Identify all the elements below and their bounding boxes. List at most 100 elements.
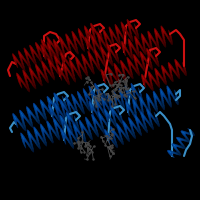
Ellipse shape — [173, 146, 178, 149]
Ellipse shape — [62, 108, 66, 117]
Ellipse shape — [74, 136, 79, 145]
Ellipse shape — [147, 60, 151, 68]
Ellipse shape — [162, 27, 166, 35]
Ellipse shape — [37, 66, 42, 74]
Ellipse shape — [94, 47, 97, 56]
Ellipse shape — [60, 99, 64, 108]
Ellipse shape — [54, 46, 58, 54]
Ellipse shape — [42, 46, 46, 55]
Ellipse shape — [136, 47, 140, 55]
Ellipse shape — [120, 102, 124, 110]
Ellipse shape — [66, 34, 69, 43]
Ellipse shape — [49, 107, 53, 115]
Ellipse shape — [60, 100, 64, 108]
Ellipse shape — [129, 128, 133, 136]
Ellipse shape — [99, 34, 103, 42]
Ellipse shape — [82, 65, 86, 74]
Ellipse shape — [94, 51, 98, 60]
Ellipse shape — [155, 68, 158, 75]
Ellipse shape — [131, 25, 135, 33]
Ellipse shape — [96, 105, 100, 113]
Ellipse shape — [66, 34, 70, 43]
Ellipse shape — [32, 53, 36, 61]
Ellipse shape — [63, 73, 67, 82]
Ellipse shape — [106, 122, 110, 131]
Ellipse shape — [141, 52, 145, 60]
Ellipse shape — [121, 64, 125, 72]
Ellipse shape — [86, 36, 90, 45]
Ellipse shape — [148, 96, 152, 104]
Ellipse shape — [85, 31, 89, 40]
Ellipse shape — [139, 90, 142, 99]
Ellipse shape — [57, 114, 61, 122]
Ellipse shape — [73, 134, 77, 143]
Ellipse shape — [21, 133, 25, 142]
Ellipse shape — [48, 134, 52, 142]
Ellipse shape — [115, 25, 119, 34]
Ellipse shape — [62, 112, 66, 121]
Ellipse shape — [130, 130, 134, 138]
Ellipse shape — [76, 60, 80, 69]
Ellipse shape — [131, 84, 134, 93]
Ellipse shape — [155, 58, 159, 66]
Ellipse shape — [25, 138, 29, 147]
Ellipse shape — [139, 95, 143, 103]
Ellipse shape — [64, 62, 68, 71]
Ellipse shape — [35, 51, 39, 59]
Ellipse shape — [27, 58, 31, 66]
Ellipse shape — [113, 135, 117, 143]
Ellipse shape — [29, 139, 33, 148]
Ellipse shape — [143, 75, 147, 83]
Ellipse shape — [80, 39, 84, 48]
Ellipse shape — [180, 66, 184, 73]
Ellipse shape — [65, 106, 69, 114]
Ellipse shape — [97, 86, 102, 95]
Ellipse shape — [89, 101, 93, 109]
Ellipse shape — [82, 54, 85, 63]
Ellipse shape — [27, 132, 31, 140]
Ellipse shape — [134, 66, 137, 74]
Ellipse shape — [63, 64, 67, 72]
Ellipse shape — [119, 29, 122, 38]
Ellipse shape — [148, 72, 151, 79]
Ellipse shape — [45, 130, 49, 139]
Ellipse shape — [37, 55, 41, 62]
Ellipse shape — [27, 60, 31, 68]
Ellipse shape — [70, 139, 74, 148]
Ellipse shape — [110, 40, 114, 48]
Ellipse shape — [117, 134, 121, 142]
Ellipse shape — [114, 53, 118, 62]
Ellipse shape — [130, 107, 133, 115]
Ellipse shape — [97, 63, 100, 72]
Ellipse shape — [56, 65, 60, 73]
Ellipse shape — [168, 73, 171, 80]
Ellipse shape — [160, 36, 163, 44]
Ellipse shape — [171, 91, 174, 99]
Ellipse shape — [104, 108, 108, 117]
Ellipse shape — [92, 24, 96, 33]
Ellipse shape — [60, 117, 64, 126]
Ellipse shape — [56, 62, 60, 71]
Ellipse shape — [115, 55, 119, 64]
Ellipse shape — [26, 117, 30, 125]
Ellipse shape — [43, 52, 47, 60]
Ellipse shape — [34, 138, 38, 146]
Ellipse shape — [22, 134, 26, 143]
Ellipse shape — [158, 72, 162, 79]
Ellipse shape — [91, 35, 94, 43]
Ellipse shape — [95, 61, 98, 69]
Ellipse shape — [127, 19, 131, 28]
Ellipse shape — [110, 80, 114, 88]
Ellipse shape — [56, 115, 60, 123]
Ellipse shape — [34, 127, 38, 135]
Ellipse shape — [71, 73, 75, 82]
Ellipse shape — [48, 43, 52, 51]
Ellipse shape — [147, 111, 151, 119]
Ellipse shape — [36, 64, 40, 73]
Ellipse shape — [142, 61, 146, 69]
Ellipse shape — [56, 109, 60, 117]
Ellipse shape — [139, 42, 143, 50]
Ellipse shape — [62, 96, 66, 104]
Ellipse shape — [122, 48, 126, 56]
Ellipse shape — [161, 75, 164, 83]
